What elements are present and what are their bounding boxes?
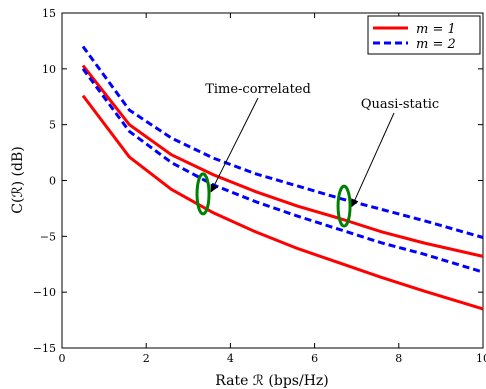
annotations: Time-correlated Quasi-static bbox=[205, 82, 439, 208]
y-tick-label: 10 bbox=[42, 63, 56, 76]
y-tick-label: −5 bbox=[40, 230, 56, 243]
series-line-2 bbox=[81, 94, 484, 311]
y-tick-label: 5 bbox=[49, 119, 56, 132]
series-line-3 bbox=[81, 45, 484, 239]
annotation-label-2: Quasi-static bbox=[361, 97, 439, 112]
annotation-label-1: Time-correlated bbox=[205, 82, 311, 97]
x-tick-label: 6 bbox=[311, 352, 318, 365]
x-tick-label: 8 bbox=[395, 352, 402, 365]
annotation-ellipses bbox=[195, 172, 352, 228]
legend-label-1: m = 1 bbox=[416, 22, 456, 37]
annotation-arrow-1 bbox=[210, 97, 259, 193]
legend: m = 1m = 2 bbox=[367, 15, 481, 55]
ellipse-marker-1 bbox=[195, 172, 211, 216]
x-tick-label: 0 bbox=[59, 352, 66, 365]
plot-area bbox=[61, 12, 484, 349]
annotation-arrow-2 bbox=[351, 112, 395, 208]
x-axis-title: Rate ℛ (bps/Hz) bbox=[215, 373, 329, 389]
legend-label-2: m = 2 bbox=[416, 37, 456, 52]
y-tick-label: 15 bbox=[42, 7, 56, 20]
y-tick-label: −10 bbox=[33, 286, 56, 299]
ellipse-marker-2 bbox=[336, 184, 352, 228]
series-line-1 bbox=[81, 64, 484, 258]
x-tick-label: 4 bbox=[227, 352, 234, 365]
x-tick-label: 10 bbox=[476, 352, 486, 365]
y-tick-label: 0 bbox=[49, 175, 56, 188]
series-lines bbox=[81, 45, 484, 311]
series-line-4 bbox=[81, 67, 484, 274]
x-tick-label: 2 bbox=[143, 352, 150, 365]
y-axis-title: C(ℛ) (dB) bbox=[10, 146, 26, 213]
legend-box bbox=[367, 15, 481, 55]
y-tick-label: −15 bbox=[33, 342, 56, 355]
